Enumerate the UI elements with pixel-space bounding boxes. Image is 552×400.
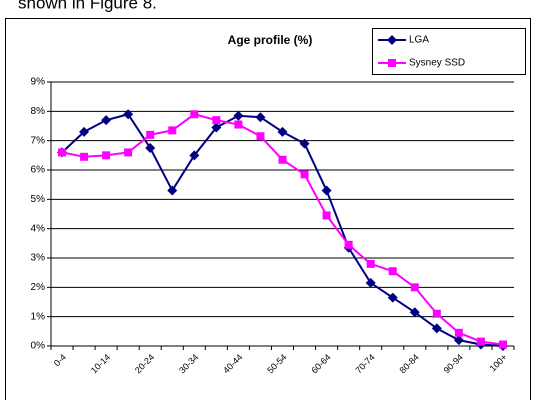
y-tick-label: 2%	[31, 282, 46, 293]
data-point	[388, 267, 397, 276]
data-point	[278, 155, 287, 164]
legend-label: Sysney SSD	[409, 58, 465, 69]
legend-marker	[388, 59, 396, 67]
page-text: shown in Figure 8.	[18, 0, 157, 12]
data-point	[102, 151, 111, 160]
y-tick-label: 1%	[31, 311, 46, 322]
data-point	[498, 340, 507, 349]
y-tick-label: 5%	[31, 194, 46, 205]
data-point	[300, 170, 309, 179]
data-point	[190, 110, 199, 119]
data-point	[233, 110, 244, 121]
chart-title: Age profile (%)	[228, 33, 313, 47]
legend-marker	[387, 35, 397, 45]
data-point	[123, 109, 134, 120]
legend-label: LGA	[409, 35, 429, 46]
data-point	[255, 112, 266, 123]
y-tick-label: 7%	[31, 135, 46, 146]
y-tick-label: 0%	[31, 341, 46, 352]
data-point	[211, 122, 222, 133]
y-tick-label: 4%	[31, 223, 46, 234]
data-point	[146, 130, 155, 139]
data-point	[256, 132, 265, 141]
data-point	[277, 126, 288, 137]
data-point	[212, 116, 221, 125]
data-point	[409, 307, 420, 318]
y-tick-label: 8%	[31, 106, 46, 117]
data-point	[431, 323, 442, 334]
data-point	[365, 277, 376, 288]
data-point	[454, 328, 463, 337]
data-point	[101, 115, 112, 126]
data-point	[189, 150, 200, 161]
data-point	[366, 259, 375, 268]
data-point	[321, 185, 332, 196]
chart-frame	[5, 18, 531, 400]
y-tick-label: 3%	[31, 253, 46, 264]
data-point	[476, 337, 485, 346]
legend-box	[372, 28, 526, 75]
data-point	[80, 152, 89, 161]
data-point	[124, 148, 133, 157]
data-point	[58, 148, 67, 157]
data-point	[234, 120, 243, 129]
data-point	[299, 138, 310, 149]
data-point	[322, 211, 331, 220]
data-point	[453, 335, 464, 346]
y-tick-label: 9%	[31, 77, 46, 88]
data-point	[432, 309, 441, 318]
data-point	[410, 283, 419, 292]
data-point	[167, 185, 178, 196]
data-point	[168, 126, 177, 135]
data-point	[344, 240, 353, 249]
data-point	[387, 292, 398, 303]
data-point	[79, 126, 90, 137]
y-tick-label: 6%	[31, 165, 46, 176]
data-point	[145, 143, 156, 153]
